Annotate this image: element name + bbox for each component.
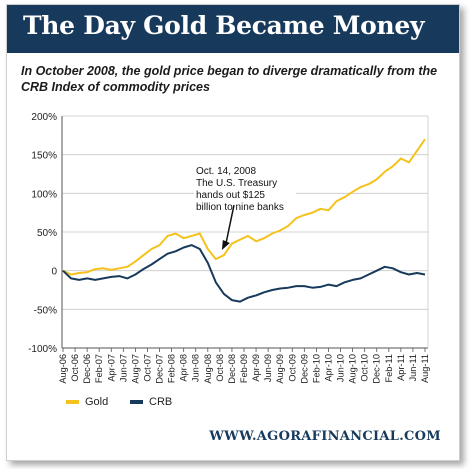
series-line-gold xyxy=(62,138,426,276)
annotation-arrow xyxy=(225,204,235,245)
x-tick-label: Dec-07 xyxy=(155,354,165,384)
x-tick-label: Jun-09 xyxy=(263,354,273,382)
x-tick-label: Jun-07 xyxy=(118,354,128,382)
annotation-text: The U.S. Treasury xyxy=(196,178,277,189)
legend-label-crb: CRB xyxy=(149,396,172,408)
x-tick-label: Feb-10 xyxy=(311,354,321,383)
x-tick-label: Dec-10 xyxy=(372,354,382,384)
legend-label-gold: Gold xyxy=(85,396,108,408)
x-tick-label: Apr-10 xyxy=(323,354,333,382)
y-tick-label: -100% xyxy=(28,344,57,355)
x-tick-label: Apr-08 xyxy=(179,354,189,382)
x-tick-label: Feb-09 xyxy=(239,354,249,383)
x-tick-label: Apr-09 xyxy=(251,354,261,382)
x-tick-label: Aug-11 xyxy=(420,354,430,383)
x-tick-label: Oct-07 xyxy=(142,354,152,382)
series-line-crb xyxy=(62,244,426,303)
annotation-arrowhead xyxy=(221,240,230,250)
x-tick-label: Oct-09 xyxy=(287,354,297,382)
annotation-text: Oct. 14, 2008 xyxy=(196,166,256,177)
y-tick-label: 200% xyxy=(31,112,57,123)
title-banner: The Day Gold Became Money xyxy=(7,5,459,53)
y-tick-label: 0 xyxy=(51,267,57,278)
x-tick-label: Apr-11 xyxy=(396,354,406,381)
x-tick-label: Apr-07 xyxy=(106,354,116,382)
y-tick-label: -50% xyxy=(34,305,57,316)
x-tick-label: Jun-11 xyxy=(408,354,418,381)
x-tick-label: Jun-10 xyxy=(336,354,346,382)
x-tick-label: Oct-06 xyxy=(70,354,80,382)
annotation-box xyxy=(194,163,296,215)
chart-frame: The Day Gold Became Money In October 200… xyxy=(6,4,460,461)
legend-swatch-crb xyxy=(130,400,143,404)
x-tick-label: Feb-11 xyxy=(384,354,394,382)
y-tick-label: 50% xyxy=(37,228,57,239)
chart-title: The Day Gold Became Money xyxy=(23,11,425,40)
x-tick-label: Aug-06 xyxy=(58,354,68,384)
x-tick-label: Aug-10 xyxy=(348,354,358,384)
x-tick-label: Aug-07 xyxy=(130,354,140,384)
y-tick-label: 100% xyxy=(31,189,57,200)
y-tick-label: 150% xyxy=(31,151,57,162)
x-tick-label: Dec-06 xyxy=(82,354,92,384)
annotation-text: billion to nine banks xyxy=(196,202,284,213)
x-tick-label: Oct-08 xyxy=(215,354,225,382)
x-tick-label: Feb-08 xyxy=(167,354,177,383)
website-credit: WWW.AGORAFINANCIAL.COM xyxy=(209,429,441,444)
x-tick-label: Dec-09 xyxy=(299,354,309,384)
x-tick-label: Oct-10 xyxy=(360,354,370,382)
legend-swatch-gold xyxy=(66,400,79,404)
x-tick-label: Jun-08 xyxy=(191,354,201,382)
x-tick-label: Aug-08 xyxy=(203,354,213,384)
x-tick-label: Dec-08 xyxy=(227,354,237,384)
x-tick-label: Aug-09 xyxy=(275,354,285,384)
x-tick-label: Feb-07 xyxy=(94,354,104,383)
annotation-text: hands out $125 xyxy=(196,190,265,201)
chart-subtitle: In October 2008, the gold price began to… xyxy=(21,64,438,94)
